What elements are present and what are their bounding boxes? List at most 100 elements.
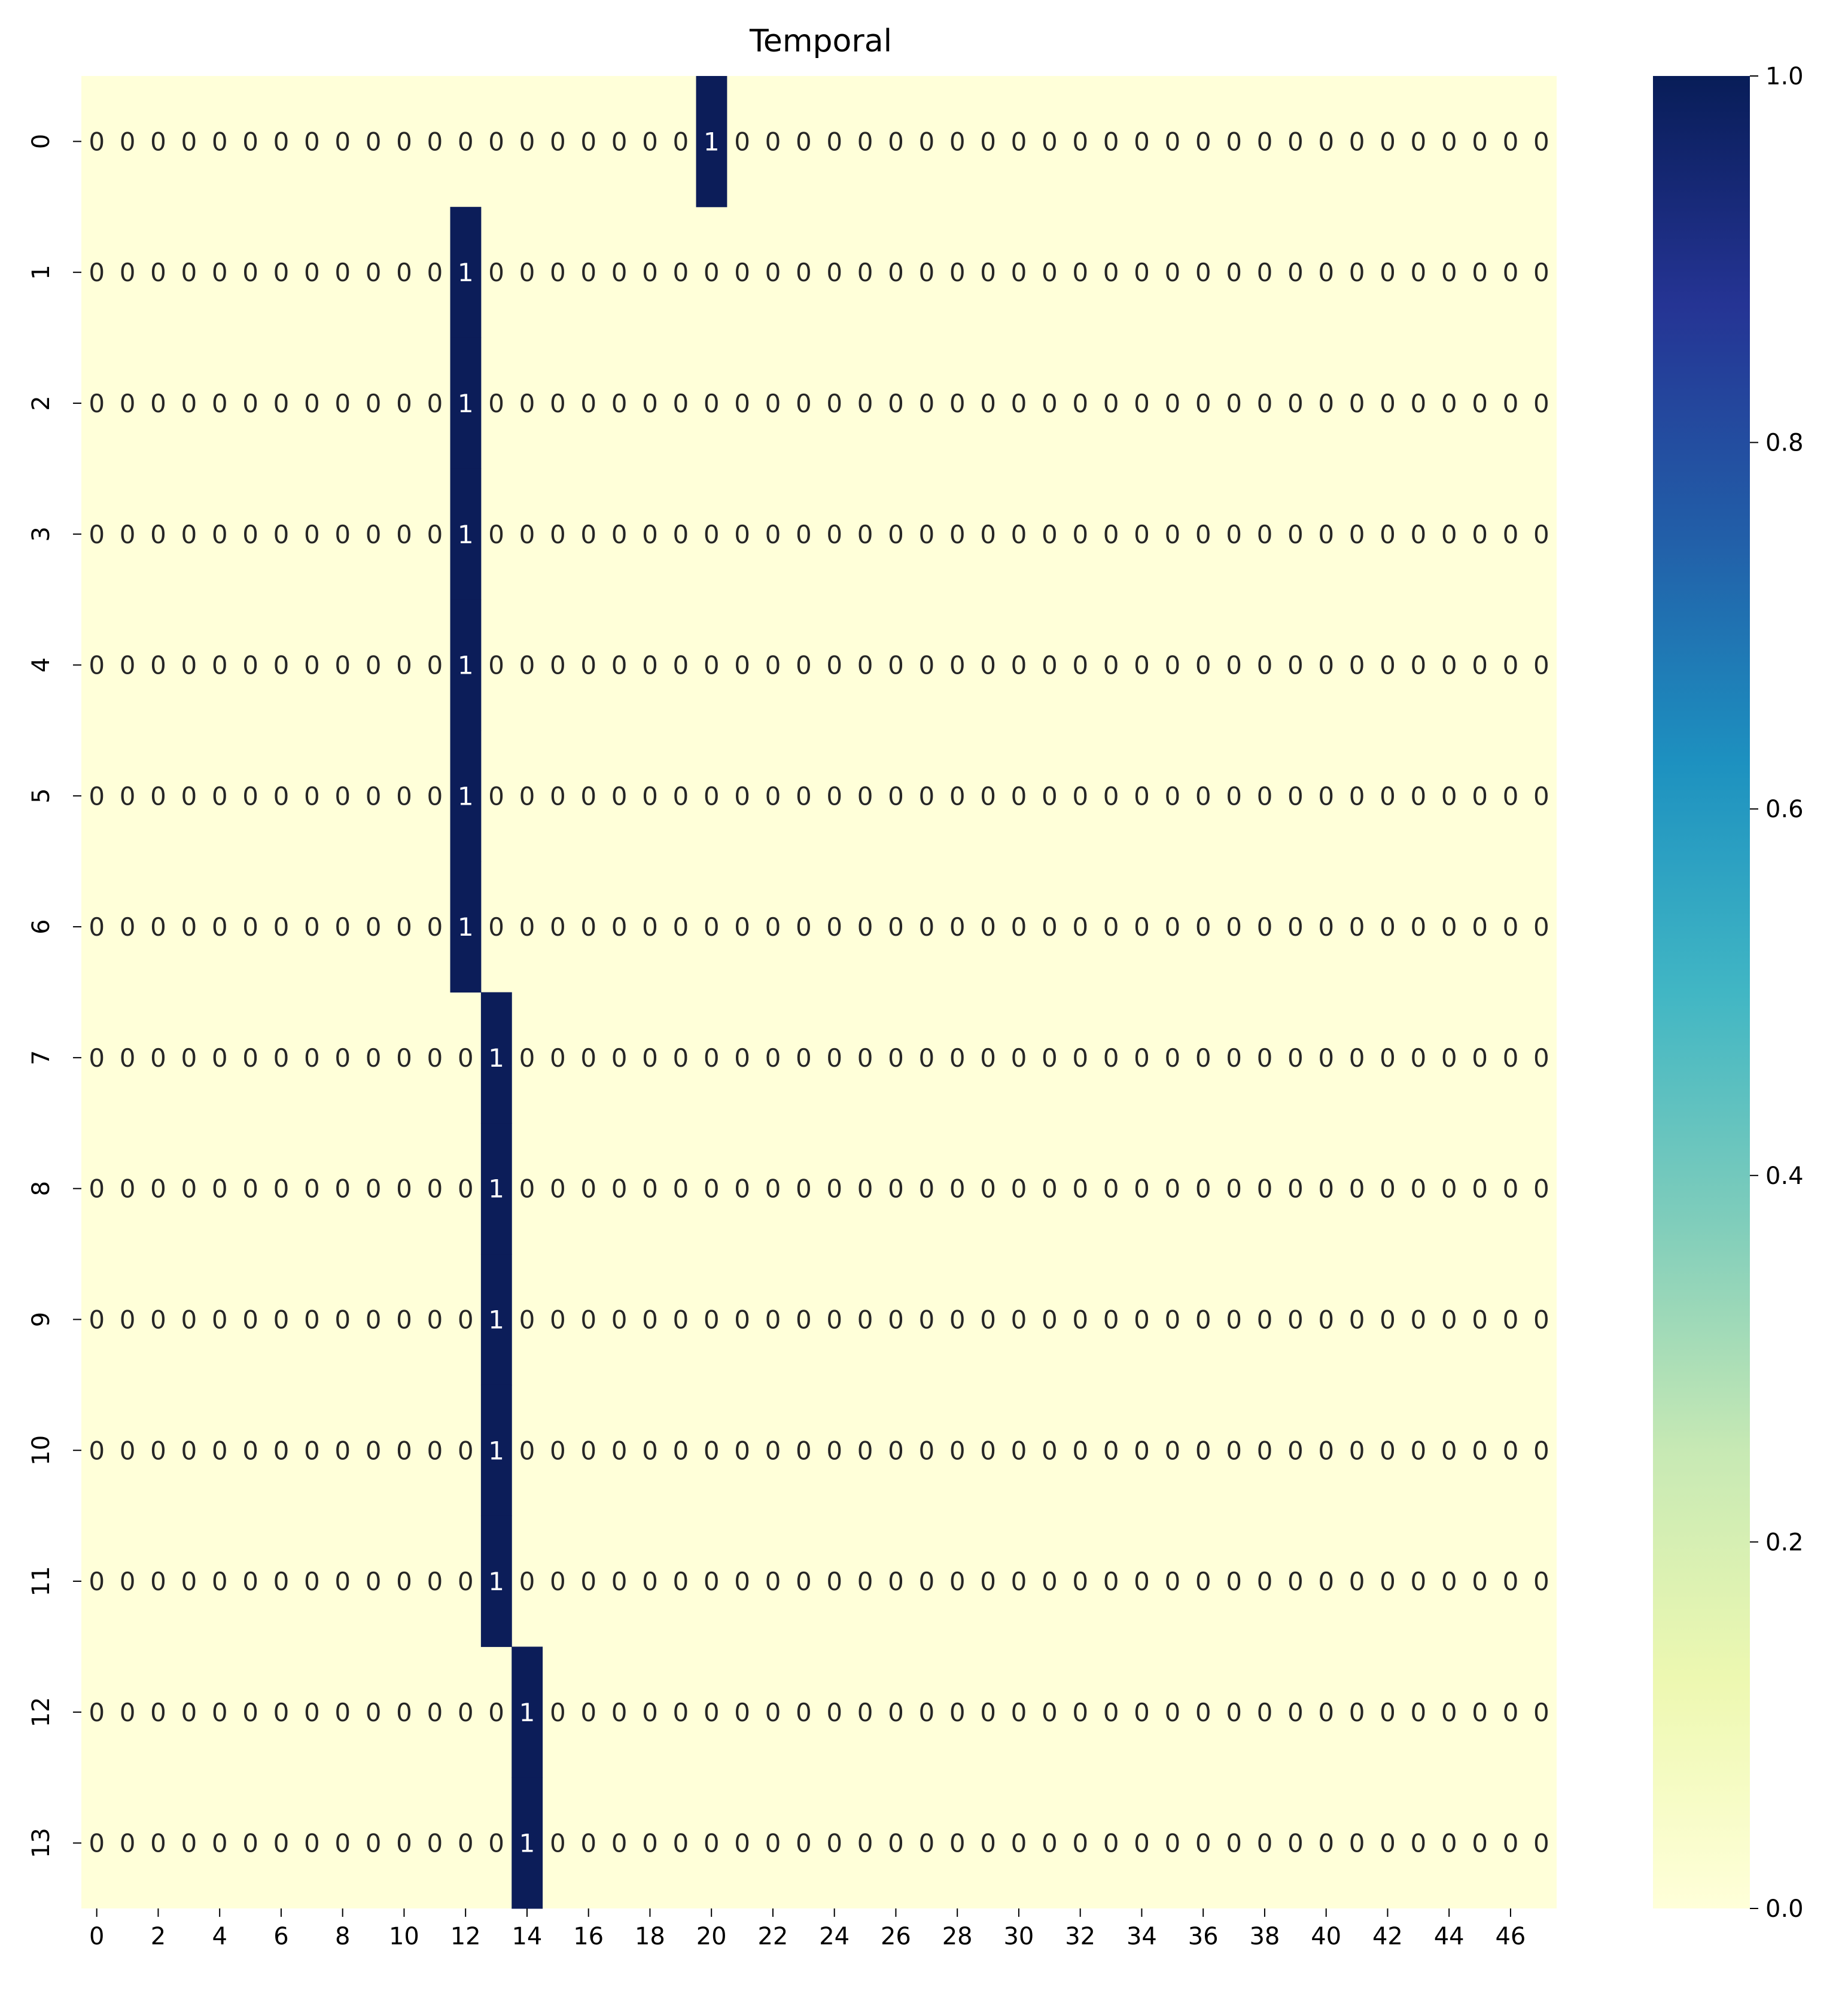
cell-value: 0 [1226,1829,1242,1858]
cell-value: 0 [550,1305,566,1334]
cell-value: 0 [857,1305,873,1334]
cell-value: 0 [181,651,197,680]
cell-value: 0 [611,1698,628,1727]
cell-value: 0 [396,1829,412,1858]
cell-value: 0 [427,781,443,811]
cell-value: 0 [796,1436,812,1465]
cell-value: 0 [334,1436,351,1465]
cell-value: 1 [488,1436,504,1465]
cell-value: 0 [1533,1829,1549,1858]
cell-value: 0 [611,1174,628,1204]
cell-value: 0 [304,1174,320,1204]
cell-value: 0 [427,520,443,549]
cell-value: 0 [366,912,382,942]
cell-value: 0 [1410,651,1426,680]
x-tick-label: 44 [1434,1923,1465,1950]
cell-value: 0 [519,389,535,418]
cell-value: 1 [458,389,474,418]
cell-value: 0 [1287,127,1304,156]
cell-value: 0 [1226,1043,1242,1073]
cell-value: 0 [242,258,258,287]
cell-value: 0 [796,1698,812,1727]
cell-value: 0 [212,1305,228,1334]
cell-value: 0 [273,389,290,418]
cell-value: 0 [1503,651,1519,680]
cell-value: 0 [304,1829,320,1858]
cell-value: 0 [918,1567,934,1596]
cell-value: 0 [1042,520,1058,549]
cell-value: 0 [396,912,412,942]
cell-value: 0 [1103,1305,1119,1334]
cell-value: 0 [918,1305,934,1334]
cell-value: 0 [89,781,105,811]
cell-value: 0 [672,1436,689,1465]
cell-value: 0 [120,258,136,287]
cell-value: 0 [1287,1567,1304,1596]
cell-value: 0 [1257,912,1273,942]
heatmap-cell-hot [480,1515,512,1647]
cell-value: 0 [519,912,535,942]
y-tick-label: 7 [28,1050,55,1065]
cell-value: 0 [734,1698,750,1727]
cell-value: 0 [488,1829,504,1858]
cell-value: 0 [242,912,258,942]
cell-value: 0 [826,127,842,156]
cell-value: 0 [1410,520,1426,549]
cell-value: 0 [1380,912,1396,942]
cell-value: 0 [672,1567,689,1596]
cell-value: 0 [734,781,750,811]
cell-value: 0 [1349,1829,1365,1858]
cell-value: 0 [1380,258,1396,287]
cell-value: 0 [89,389,105,418]
heatmap-cell-hot [450,730,482,862]
cell-value: 0 [949,1305,966,1334]
heatmap-cell-hot [480,1254,512,1386]
cell-value: 0 [1195,1305,1211,1334]
cell-value: 0 [796,781,812,811]
cell-value: 0 [181,1043,197,1073]
cell-value: 0 [1503,781,1519,811]
cell-value: 0 [1257,1436,1273,1465]
cell-value: 0 [1134,389,1150,418]
cell-value: 0 [212,651,228,680]
cell-value: 0 [458,1436,474,1465]
cell-value: 0 [1011,1698,1027,1727]
cell-value: 0 [1103,1829,1119,1858]
cell-value: 0 [550,651,566,680]
colorbar-tick-label: 0.6 [1765,796,1804,823]
cell-value: 0 [89,520,105,549]
cell-value: 0 [1164,127,1180,156]
x-tick-label: 36 [1188,1923,1219,1950]
cell-value: 0 [1287,1174,1304,1204]
cell-value: 0 [89,912,105,942]
x-tick-label: 0 [89,1923,104,1950]
cell-value: 0 [580,912,596,942]
cell-value: 0 [1533,651,1549,680]
cell-value: 0 [611,127,628,156]
cell-value: 0 [1410,912,1426,942]
cell-value: 0 [120,651,136,680]
cell-value: 0 [1318,1043,1334,1073]
cell-value: 0 [949,1174,966,1204]
cell-value: 0 [334,1567,351,1596]
cell-value: 0 [1103,781,1119,811]
cell-value: 0 [1410,1305,1426,1334]
cell-value: 0 [1441,258,1457,287]
cell-value: 0 [1287,912,1304,942]
cell-value: 1 [519,1698,535,1727]
cell-value: 0 [1287,258,1304,287]
cell-value: 0 [366,1698,382,1727]
cell-value: 0 [580,389,596,418]
cell-value: 0 [458,1174,474,1204]
cell-value: 0 [1287,1043,1304,1073]
cell-value: 0 [1195,520,1211,549]
cell-value: 0 [857,127,873,156]
y-tick-label: 12 [28,1697,55,1727]
cell-value: 0 [672,1829,689,1858]
cell-value: 0 [120,1043,136,1073]
cell-value: 0 [488,258,504,287]
x-tick-label: 30 [1003,1923,1034,1950]
cell-value: 0 [642,520,658,549]
cell-value: 0 [1134,1829,1150,1858]
x-tick-label: 12 [450,1923,481,1950]
